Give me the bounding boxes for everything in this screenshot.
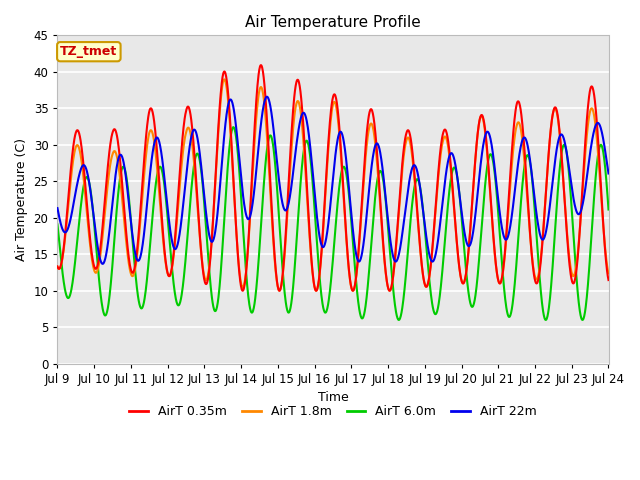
X-axis label: Time: Time bbox=[317, 391, 348, 404]
Text: TZ_tmet: TZ_tmet bbox=[60, 45, 118, 58]
Y-axis label: Air Temperature (C): Air Temperature (C) bbox=[15, 138, 28, 261]
Title: Air Temperature Profile: Air Temperature Profile bbox=[245, 15, 421, 30]
Legend: AirT 0.35m, AirT 1.8m, AirT 6.0m, AirT 22m: AirT 0.35m, AirT 1.8m, AirT 6.0m, AirT 2… bbox=[124, 400, 541, 423]
